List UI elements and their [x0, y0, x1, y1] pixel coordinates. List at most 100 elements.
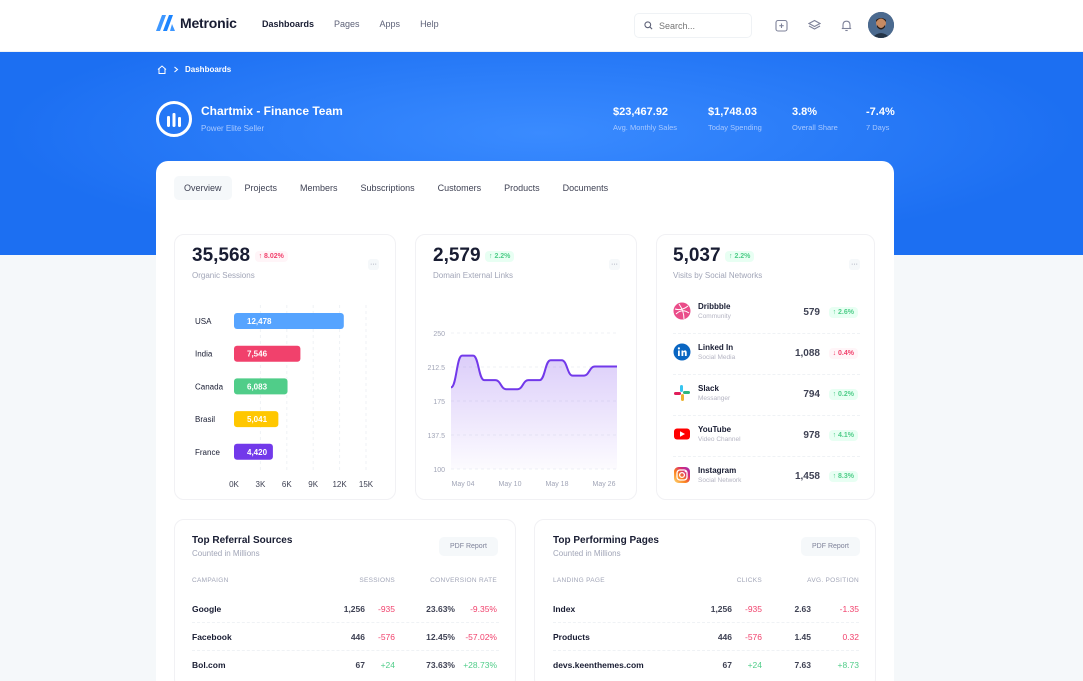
x-tick-label: May 04	[452, 481, 475, 488]
x-tick-label: 15K	[359, 480, 374, 489]
tab-documents[interactable]: Documents	[562, 183, 609, 193]
social-row-instagram[interactable]: Instagram Social Network 1,458 ↑ 8.3%	[673, 458, 860, 498]
user-avatar[interactable]	[868, 12, 894, 38]
dribbble-icon	[673, 302, 691, 320]
table-row[interactable]: devs.keenthemes.com 67 +24 7.63 +8.73	[535, 658, 875, 678]
stat-overall-share: 3.8% Overall Share	[792, 106, 838, 132]
layers-icon[interactable]	[806, 17, 822, 33]
bar[interactable]	[234, 313, 344, 329]
stat-today-spending: $1,748.03 Today Spending	[708, 106, 762, 132]
category-label: India	[195, 350, 213, 359]
tab-members[interactable]: Members	[300, 183, 338, 193]
nav-pages[interactable]: Pages	[334, 19, 360, 29]
nav-dashboards[interactable]: Dashboards	[262, 19, 315, 29]
organic-sessions-bar-chart: 0K 3K 6K 9K 12K 15K USA 12,478 India 7,546 Canada 6…	[195, 305, 374, 489]
add-calendar-icon[interactable]	[773, 17, 789, 33]
y-tick-label: 175	[433, 399, 445, 406]
cell-rate: 2.63	[794, 604, 811, 614]
social-name: Slack	[698, 384, 719, 393]
bar[interactable]	[234, 443, 273, 460]
tab-overview[interactable]: Overview	[174, 176, 232, 200]
pdf-report-button[interactable]: PDF Report	[801, 537, 860, 556]
more-options-icon[interactable]: ···	[368, 259, 379, 270]
x-tick-label: May 10	[499, 481, 522, 488]
card-label: Organic Sessions	[192, 271, 255, 280]
breadcrumb-current[interactable]: Dashboards	[185, 65, 232, 74]
social-desc: Social Media	[698, 354, 736, 361]
tab-products[interactable]: Products	[504, 183, 540, 193]
table-row[interactable]: Google 1,256 -935 23.63% -9.35%	[175, 602, 515, 622]
main-nav: Dashboards Pages Apps Help	[262, 19, 459, 29]
search-box[interactable]	[634, 13, 752, 38]
social-count: 794	[803, 389, 820, 400]
tab-projects[interactable]: Projects	[244, 183, 278, 193]
bar[interactable]	[234, 378, 288, 395]
change-badge: ↑ 0.2%	[828, 389, 858, 400]
social-name: Dribbble	[698, 302, 731, 311]
search-input[interactable]	[659, 20, 739, 31]
change-badge: ↑ 8.3%	[828, 471, 858, 482]
tab-customers[interactable]: Customers	[437, 183, 482, 193]
cell-delta: +24	[747, 660, 762, 670]
notification-bell-icon[interactable]	[838, 17, 854, 33]
cell-rate-delta: +8.73	[837, 660, 859, 670]
social-desc: Community	[698, 313, 731, 320]
x-tick-label: 0K	[229, 480, 239, 489]
stat-value: $1,748.03	[708, 106, 757, 118]
table-row[interactable]: Bol.com 67 +24 73.63% +28.73%	[175, 658, 515, 678]
team-subtitle: Power Elite Seller	[201, 124, 265, 133]
bar-chart-icon	[167, 113, 181, 127]
social-row-linkedin[interactable]: Linked In Social Media 1,088 ↓ 0.4%	[673, 335, 860, 375]
brand-name: Metronic	[180, 15, 237, 31]
social-row-slack[interactable]: Slack Messanger 794 ↑ 0.2%	[673, 376, 860, 416]
table-row[interactable]: Products 446 -576 1.45 0.32	[535, 630, 875, 650]
stat-value: $23,467.92	[613, 106, 669, 118]
cell-delta: -935	[377, 604, 395, 614]
metronic-logo-icon	[156, 15, 175, 31]
bar[interactable]	[234, 345, 301, 362]
social-name: Instagram	[698, 466, 737, 475]
tab-subscriptions[interactable]: Subscriptions	[360, 183, 415, 193]
cell-value: 1,256	[343, 604, 365, 614]
brand-logo[interactable]: Metronic	[156, 15, 237, 31]
cell-delta: -576	[377, 632, 395, 642]
table-row[interactable]: Facebook 446 -576 12.45% -57.02%	[175, 630, 515, 650]
change-badge: ↑ 2.2%	[485, 251, 515, 263]
cell-rate: 7.63	[794, 660, 811, 670]
row-divider	[553, 622, 859, 623]
table-row[interactable]: Index 1,256 -935 2.63 -1.35	[535, 602, 875, 622]
social-row-dribbble[interactable]: Dribbble Community 579 ↑ 2.6%	[673, 294, 860, 334]
pdf-report-button[interactable]: PDF Report	[439, 537, 498, 556]
series-line[interactable]	[450, 354, 617, 391]
slack-icon	[674, 385, 690, 401]
col-header-clicks: Clicks	[736, 577, 762, 584]
stat-label: Today Spending	[708, 123, 762, 132]
row-divider	[553, 650, 859, 651]
cell-delta: +24	[380, 660, 395, 670]
col-header-avg-position: Avg. Position	[807, 577, 859, 584]
stat-label: Overall Share	[792, 123, 838, 132]
table-subtitle: Counted in Millions	[553, 549, 621, 558]
more-options-icon[interactable]: ···	[609, 259, 620, 270]
cell-value: 446	[350, 632, 365, 642]
col-header-campaign: Campaign	[192, 577, 229, 584]
bar-value-label: 7,546	[247, 350, 268, 359]
instagram-icon	[674, 467, 690, 483]
social-row-youtube[interactable]: YouTube Video Channel 978 ↑ 4.1%	[673, 417, 860, 457]
cell-value: 1,256	[710, 604, 732, 614]
table-title: Top Performing Pages	[553, 535, 659, 546]
more-options-icon[interactable]: ···	[849, 259, 860, 270]
home-icon[interactable]	[157, 65, 167, 74]
nav-help[interactable]: Help	[420, 19, 439, 29]
cell-name: Google	[192, 604, 222, 614]
nav-apps[interactable]: Apps	[379, 19, 401, 29]
y-tick-label: 100	[433, 467, 445, 474]
row-divider	[192, 622, 499, 623]
cell-delta: -935	[744, 604, 762, 614]
card-label: Domain External Links	[433, 271, 514, 280]
bar[interactable]	[234, 411, 279, 428]
cell-name: Index	[553, 604, 576, 614]
social-count: 1,088	[794, 348, 820, 359]
search-icon	[644, 21, 653, 30]
cell-value: 67	[355, 660, 365, 670]
